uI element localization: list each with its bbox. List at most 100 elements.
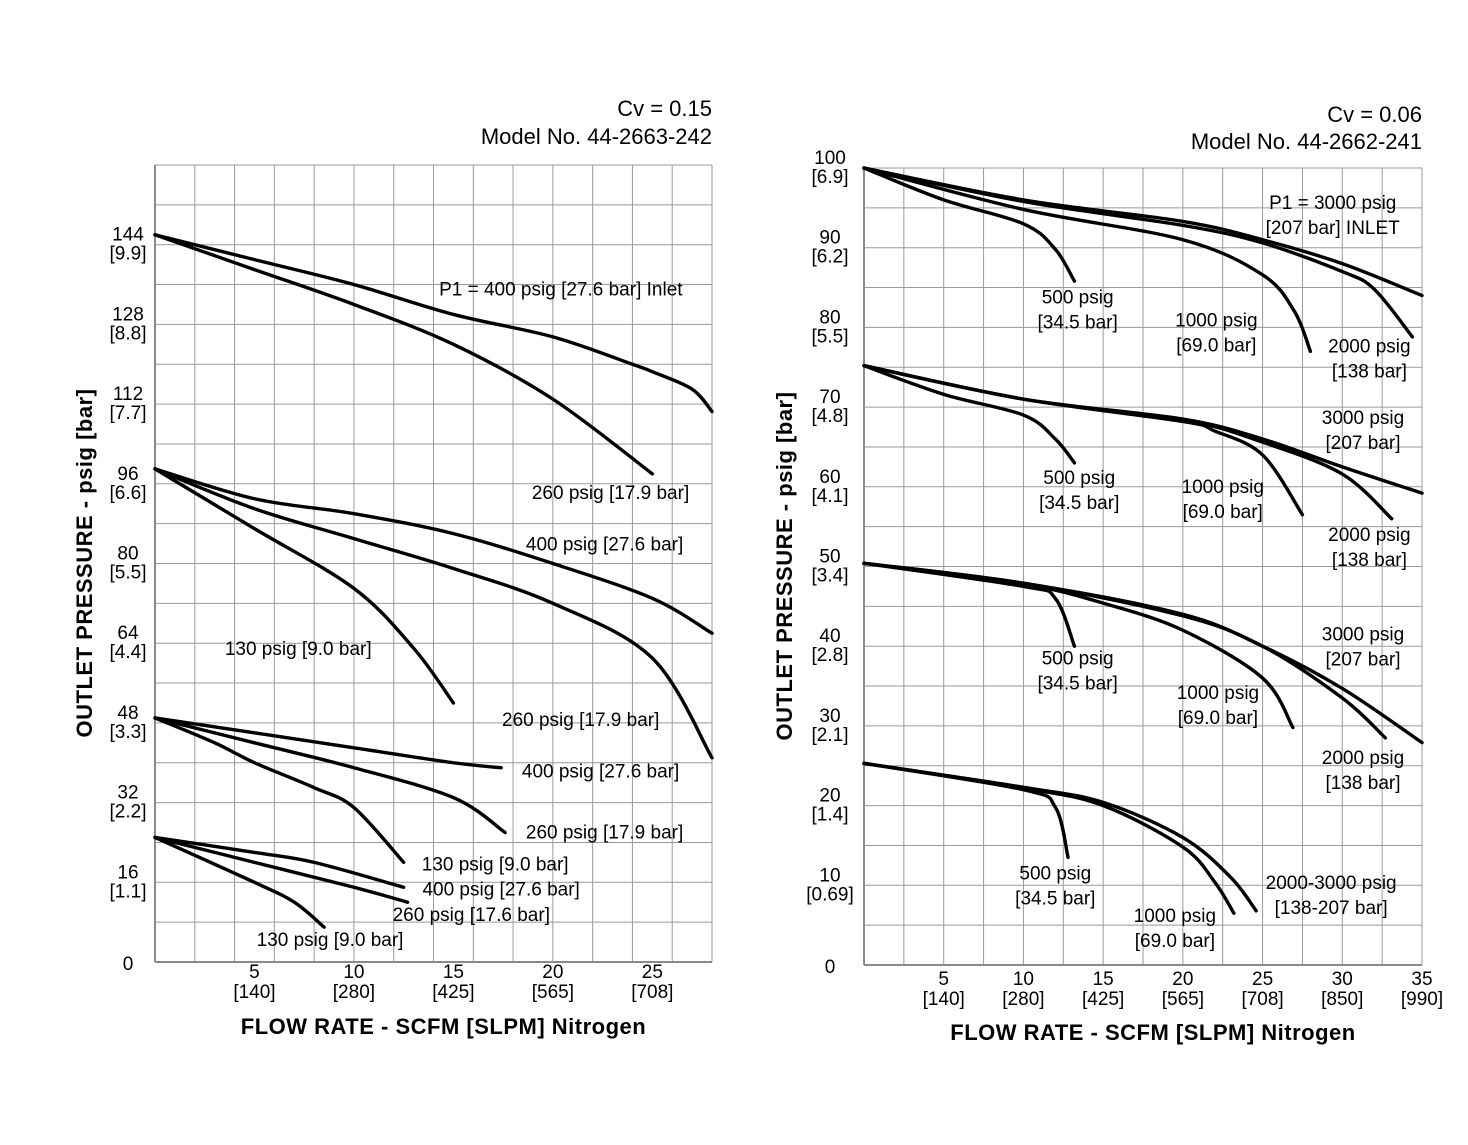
curve-annotation: [138 bar] <box>1332 361 1407 382</box>
series-curve <box>862 363 1305 517</box>
series-curve <box>153 835 410 904</box>
curve-annotation: 130 psig [9.0 bar] <box>225 639 372 660</box>
series-curve <box>153 716 503 770</box>
curve-annotation: 260 psig [17.9 bar] <box>502 710 659 731</box>
y-tick-sublabel: [7.7] <box>110 403 147 424</box>
y-tick-sublabel: [5.5] <box>110 563 147 584</box>
x-tick-label: 10 <box>1013 969 1034 990</box>
x-tick-sublabel: [850] <box>1321 989 1363 1010</box>
series-curve <box>862 166 1077 283</box>
curve-annotation: 400 psig [27.6 bar] <box>522 762 679 783</box>
y-tick-label: 0 <box>123 954 134 975</box>
curve-annotation: [138 bar] <box>1326 773 1401 794</box>
curve-annotation: 500 psig <box>1019 864 1091 885</box>
curve-annotation: 500 psig <box>1042 287 1114 308</box>
series-curve <box>862 561 1295 730</box>
curve-annotation: [138 bar] <box>1332 550 1407 571</box>
series-curve <box>153 835 406 889</box>
y-tick-label: 90 <box>819 228 840 249</box>
x-tick-label: 30 <box>1332 969 1353 990</box>
x-tick-sublabel: [280] <box>1002 989 1044 1010</box>
y-tick-sublabel: [4.4] <box>110 642 147 663</box>
curve-annotation: [34.5 bar] <box>1015 889 1095 910</box>
x-tick-sublabel: [565] <box>532 982 574 1003</box>
y-tick-label: 100 <box>814 148 846 169</box>
series-curve <box>862 561 1077 648</box>
chart-title-line: Cv = 0.15 <box>617 96 712 121</box>
curve-annotation: P1 = 400 psig [27.6 bar] Inlet <box>439 280 683 301</box>
x-tick-sublabel: [990] <box>1401 989 1443 1010</box>
curve-annotation: 500 psig <box>1043 468 1115 489</box>
y-tick-label: 60 <box>819 467 840 488</box>
y-tick-label: 80 <box>819 307 840 328</box>
curve-annotation: 260 psig [17.9 bar] <box>526 822 683 843</box>
series-curve <box>862 561 1388 740</box>
x-tick-label: 15 <box>1093 969 1114 990</box>
y-tick-label: 70 <box>819 387 840 408</box>
curve-annotation: [207 bar] <box>1326 433 1401 454</box>
curve-annotation: 1000 psig <box>1134 906 1216 927</box>
chart-title-line: Model No. 44-2662-241 <box>1191 129 1422 154</box>
y-tick-label: 16 <box>117 862 138 883</box>
y-tick-label: 50 <box>819 547 840 568</box>
series-curve <box>153 716 406 865</box>
y-tick-sublabel: [5.5] <box>812 326 849 347</box>
y-tick-sublabel: [8.8] <box>110 323 147 344</box>
curve-annotation: P1 = 3000 psig <box>1269 193 1396 214</box>
x-tick-label: 5 <box>938 969 949 990</box>
y-tick-sublabel: [1.1] <box>110 881 147 902</box>
y-tick-label: 20 <box>819 786 840 807</box>
y-tick-label: 32 <box>117 783 138 804</box>
y-tick-sublabel: [0.69] <box>806 884 854 905</box>
y-axis-label: OUTLET PRESSURE - psig [bar] <box>772 392 797 741</box>
y-tick-sublabel: [4.8] <box>812 406 849 427</box>
x-tick-label: 25 <box>1252 969 1273 990</box>
curve-annotation: 130 psig [9.0 bar] <box>422 854 569 875</box>
curve-annotation: 2000 psig <box>1322 748 1404 769</box>
curve-annotation: 2000-3000 psig <box>1266 873 1397 894</box>
y-axis-label: OUTLET PRESSURE - psig [bar] <box>72 389 97 738</box>
curve-annotation: [34.5 bar] <box>1037 312 1117 333</box>
y-tick-label: 96 <box>117 464 138 485</box>
x-tick-label: 15 <box>443 962 464 983</box>
x-axis-label: FLOW RATE - SCFM [SLPM] Nitrogen <box>241 1014 646 1039</box>
chart-title-line: Model No. 44-2663-242 <box>481 124 712 149</box>
curve-annotation: 3000 psig <box>1322 408 1404 429</box>
y-tick-sublabel: [3.3] <box>110 722 147 743</box>
x-axis-label: FLOW RATE - SCFM [SLPM] Nitrogen <box>950 1020 1355 1045</box>
x-tick-label: 20 <box>1172 969 1193 990</box>
series-curve <box>862 166 1313 354</box>
y-tick-sublabel: [6.2] <box>812 247 849 268</box>
y-tick-sublabel: [6.9] <box>812 167 849 188</box>
curve-annotation: 500 psig <box>1042 648 1114 669</box>
y-tick-sublabel: [2.8] <box>812 645 849 666</box>
curve-annotation: [34.5 bar] <box>1039 493 1119 514</box>
series-curve <box>862 363 1394 521</box>
x-tick-sublabel: [280] <box>333 982 375 1003</box>
curve-annotation: 400 psig [27.6 bar] <box>422 879 579 900</box>
y-tick-sublabel: [2.1] <box>812 725 849 746</box>
y-tick-label: 128 <box>112 304 144 325</box>
curve-annotation: [34.5 bar] <box>1037 673 1117 694</box>
chart-title-line: Cv = 0.06 <box>1327 102 1422 127</box>
x-tick-sublabel: [140] <box>923 989 965 1010</box>
y-tick-label: 30 <box>819 706 840 727</box>
curve-annotation: 2000 psig <box>1328 336 1410 357</box>
y-tick-sublabel: [6.6] <box>110 483 147 504</box>
series-curve <box>862 166 1415 339</box>
y-tick-label: 0 <box>825 957 836 978</box>
curve-annotation: [69.0 bar] <box>1135 931 1215 952</box>
y-tick-label: 40 <box>819 626 840 647</box>
curve-annotation: 260 psig [17.9 bar] <box>532 483 689 504</box>
series-curve <box>153 467 714 760</box>
series-curve <box>153 835 326 929</box>
curve-annotation: [69.0 bar] <box>1183 502 1263 523</box>
curve-annotation: 260 psig [17.6 bar] <box>393 905 550 926</box>
series-curve <box>153 467 714 635</box>
curve-annotation: 400 psig [27.6 bar] <box>526 535 683 556</box>
y-tick-sublabel: [9.9] <box>110 244 147 265</box>
series-curve <box>153 467 456 705</box>
curve-annotation: 2000 psig <box>1328 525 1410 546</box>
